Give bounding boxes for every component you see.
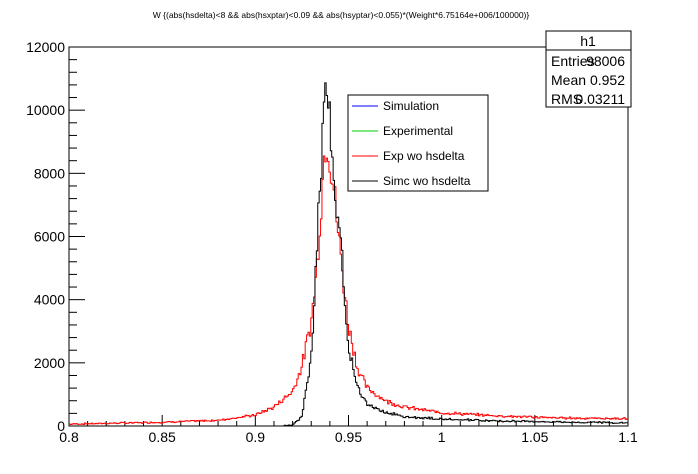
y-tick-label: 10000 <box>26 102 65 118</box>
stats-name: h1 <box>580 33 596 49</box>
x-tick-label: 1.05 <box>521 429 548 445</box>
x-tick-label: 1.1 <box>618 429 638 445</box>
y-tick-label: 4000 <box>34 292 65 308</box>
y-tick-label: 8000 <box>34 165 65 181</box>
legend-box <box>347 94 489 192</box>
legend-label: Exp wo hsdelta <box>383 149 465 163</box>
series-layer <box>69 82 628 427</box>
stats-value: 98006 <box>586 53 625 69</box>
x-tick-label: 1 <box>438 429 446 445</box>
chart-title: W {(abs(hsdelta)<8 && abs(hsxptar)<0.09 … <box>153 10 530 20</box>
stats-value: 0.03211 <box>575 91 625 107</box>
y-tick-label: 12000 <box>26 39 65 55</box>
series-line <box>69 82 628 427</box>
stats-label: Mean <box>551 72 586 88</box>
legend-label: Simulation <box>383 99 439 113</box>
x-tick-label: 0.9 <box>246 429 266 445</box>
stats-value: 0.952 <box>590 72 625 88</box>
x-tick-label: 0.95 <box>335 429 362 445</box>
y-tick-label: 0 <box>57 418 65 434</box>
y-tick-label: 6000 <box>34 229 65 245</box>
y-tick-label: 2000 <box>34 355 65 371</box>
legend-label: Experimental <box>383 124 453 138</box>
x-tick-label: 0.85 <box>149 429 176 445</box>
legend: Simulation Experimental Exp wo hsdelta Simc… <box>347 94 489 192</box>
x-tick-label: 0.8 <box>59 429 79 445</box>
stats-frame <box>545 30 632 108</box>
stats-label: Entries <box>551 53 595 69</box>
legend-label: Simc wo hsdelta <box>383 174 471 188</box>
series-line <box>69 155 628 426</box>
axes: 0.8 0.85 0.9 0.95 1 1.05 1.1 0 2000 4000 6000 8000 1… <box>26 39 638 445</box>
stats-label: RMS <box>551 91 582 107</box>
